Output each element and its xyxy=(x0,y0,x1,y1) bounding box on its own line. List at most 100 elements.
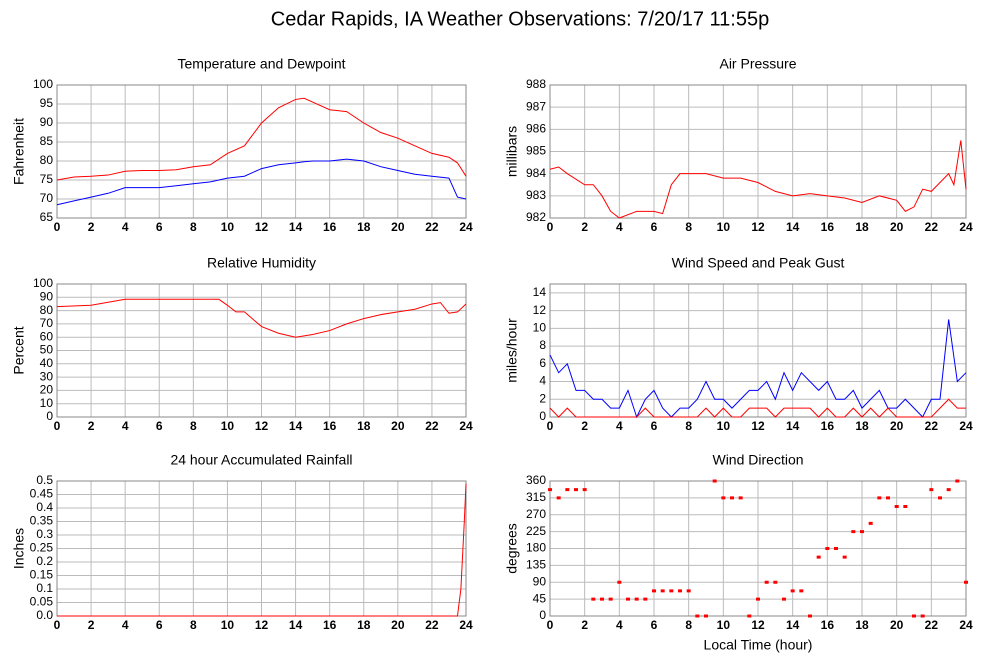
data-point xyxy=(790,589,795,593)
data-point xyxy=(600,597,604,601)
x-tick-label: 6 xyxy=(156,618,163,632)
y-axis-label: Percent xyxy=(11,326,27,374)
x-tick-label: 14 xyxy=(786,618,800,632)
x-tick-label: 20 xyxy=(391,419,405,433)
x-tick-label: 18 xyxy=(855,220,869,234)
y-tick-label: 90 xyxy=(533,574,547,588)
panel-title: Wind Direction xyxy=(712,452,803,468)
x-tick-label: 22 xyxy=(425,618,439,632)
x-tick-label: 14 xyxy=(786,419,800,433)
x-tick-label: 4 xyxy=(122,220,129,234)
y-tick-label: 0 xyxy=(539,409,546,423)
data-point xyxy=(556,496,561,500)
data-point xyxy=(574,488,578,492)
x-tick-label: 10 xyxy=(221,419,235,433)
x-tick-label: 22 xyxy=(925,419,939,433)
data-point xyxy=(929,488,934,492)
x-tick-label: 4 xyxy=(616,618,623,632)
data-line xyxy=(549,398,966,418)
y-tick-label: 0 xyxy=(539,608,546,622)
y-tick-label: 0.4 xyxy=(36,500,53,514)
y-axis-label: Inches xyxy=(11,528,27,569)
y-tick-label: 0.0 xyxy=(36,608,53,622)
y-axis-label: Fahrenheit xyxy=(11,118,27,185)
x-tick-label: 8 xyxy=(190,419,197,433)
y-tick-label: 0.1 xyxy=(36,581,53,595)
y-tick-label: 90 xyxy=(40,289,54,303)
data-point xyxy=(738,496,743,500)
data-point xyxy=(652,589,656,593)
y-axis-label: degrees xyxy=(504,523,520,574)
y-tick-label: 0.15 xyxy=(30,568,54,582)
data-point xyxy=(894,505,899,508)
x-tick-label: 0 xyxy=(547,220,554,234)
panel: Relative HumidityPercent0102030405060708… xyxy=(11,255,473,433)
y-tick-label: 0.05 xyxy=(30,595,54,609)
x-tick-label: 20 xyxy=(890,220,904,234)
data-point xyxy=(851,530,856,534)
x-tick-label: 10 xyxy=(717,220,731,234)
x-tick-label: 0 xyxy=(547,419,554,433)
data-point xyxy=(903,505,908,508)
y-tick-label: 0.5 xyxy=(36,473,53,487)
y-tick-label: 0.2 xyxy=(36,554,53,568)
data-point xyxy=(808,614,812,618)
y-tick-label: 60 xyxy=(40,329,54,343)
data-point xyxy=(920,614,925,618)
x-tick-label: 2 xyxy=(581,220,588,234)
data-point xyxy=(747,614,752,618)
x-tick-label: 22 xyxy=(925,220,939,234)
y-tick-label: 90 xyxy=(40,115,54,129)
y-tick-label: 100 xyxy=(33,276,53,290)
x-tick-label: 0 xyxy=(54,220,61,234)
page-title: Cedar Rapids, IA Weather Observations: 7… xyxy=(271,8,769,30)
data-point xyxy=(660,589,665,593)
y-tick-label: 988 xyxy=(526,77,546,91)
data-point xyxy=(860,530,864,534)
x-tick-label: 8 xyxy=(685,419,692,433)
data-point xyxy=(704,614,708,618)
x-tick-label: 0 xyxy=(54,618,61,632)
x-tick-label: 24 xyxy=(459,419,473,433)
y-tick-label: 95 xyxy=(40,96,54,110)
x-tick-label: 18 xyxy=(357,419,371,433)
y-tick-label: 4 xyxy=(539,374,546,388)
data-line xyxy=(56,298,467,338)
y-tick-label: 8 xyxy=(539,338,546,352)
x-tick-label: 4 xyxy=(122,618,129,632)
y-tick-label: 987 xyxy=(526,99,546,113)
data-point xyxy=(721,496,726,500)
y-tick-label: 225 xyxy=(526,524,546,538)
y-tick-label: 12 xyxy=(533,303,547,317)
x-tick-label: 12 xyxy=(255,618,269,632)
x-tick-label: 8 xyxy=(190,618,197,632)
data-point xyxy=(712,479,717,483)
data-line xyxy=(549,140,967,219)
x-tick-label: 16 xyxy=(323,419,337,433)
data-point xyxy=(643,597,648,601)
x-tick-label: 14 xyxy=(289,618,303,632)
x-tick-label: 24 xyxy=(459,220,473,234)
x-tick-label: 6 xyxy=(156,220,163,234)
y-tick-label: 180 xyxy=(526,541,546,555)
data-point xyxy=(591,597,596,601)
x-tick-label: 8 xyxy=(685,618,692,632)
x-tick-label: 6 xyxy=(156,419,163,433)
y-tick-label: 984 xyxy=(526,166,546,180)
panel-title: Air Pressure xyxy=(719,56,796,72)
y-tick-label: 986 xyxy=(526,122,546,136)
data-point xyxy=(834,547,838,550)
data-point xyxy=(617,580,622,584)
plot-frame xyxy=(549,480,967,617)
x-tick-label: 12 xyxy=(751,220,765,234)
x-tick-label: 18 xyxy=(357,220,371,234)
data-point xyxy=(548,488,552,492)
x-tick-label: 14 xyxy=(289,220,303,234)
data-point xyxy=(730,496,734,500)
y-tick-label: 14 xyxy=(533,285,547,299)
x-tick-label: 18 xyxy=(357,618,371,632)
panel-title: 24 hour Accumulated Rainfall xyxy=(170,452,352,468)
x-tick-label: 14 xyxy=(289,419,303,433)
x-tick-label: 22 xyxy=(425,220,439,234)
